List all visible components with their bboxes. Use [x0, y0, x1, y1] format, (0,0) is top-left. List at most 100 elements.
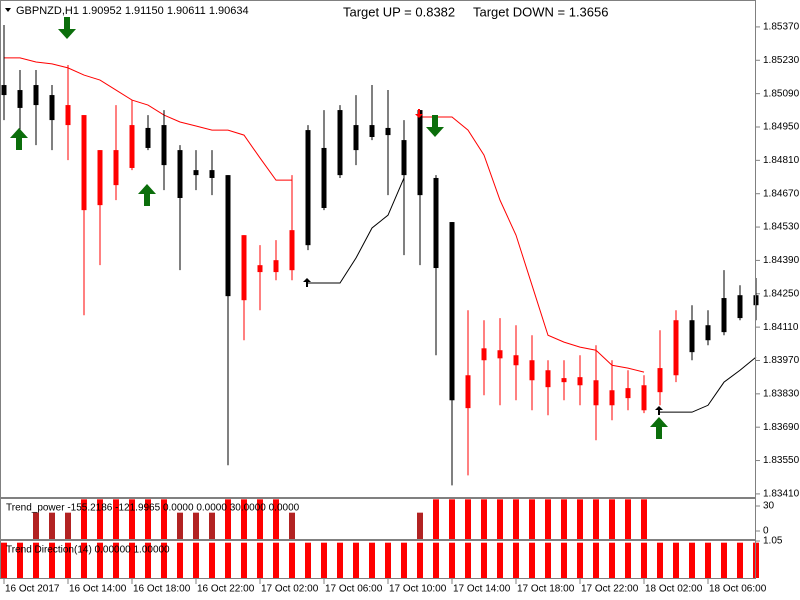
candle-body [113, 150, 119, 186]
bar [561, 499, 567, 539]
panel-frame [0, 498, 756, 540]
bar [321, 542, 327, 578]
x-tick-label: 17 Oct 02:00 [261, 584, 319, 595]
y-tick-label: 1.85230 [763, 55, 800, 66]
bar [49, 542, 55, 578]
x-tick-label: 17 Oct 10:00 [389, 584, 447, 595]
bar [113, 542, 119, 578]
signal-arrows [10, 17, 668, 439]
bar [49, 512, 55, 539]
candle-body [481, 348, 487, 361]
candle-body [289, 230, 295, 271]
bar [593, 542, 599, 578]
bar [129, 542, 135, 578]
y-tick-label: 1.84810 [763, 155, 800, 166]
y-tick-label: 1.84390 [763, 255, 800, 266]
candle-body [193, 170, 199, 176]
bar [449, 542, 455, 578]
candle-body [529, 360, 535, 381]
candle-body [561, 378, 567, 383]
indicator-line [4, 57, 645, 373]
y-tick-label: 0 [763, 526, 769, 537]
x-tick-label: 17 Oct 06:00 [325, 584, 383, 595]
bar [257, 499, 263, 539]
candle-body [129, 125, 135, 168]
candle-body [17, 90, 23, 108]
chart-title: GBPNZD,H1 1.90952 1.91150 1.90611 1.9063… [16, 5, 249, 17]
candle-body [353, 125, 359, 151]
bar [401, 542, 407, 578]
bar [289, 512, 295, 539]
bar [193, 512, 199, 539]
bar [593, 499, 599, 539]
candle-body [305, 130, 311, 246]
candle-body [33, 85, 39, 106]
bar [145, 542, 151, 578]
candle-body [81, 115, 87, 211]
small-up-arrow [655, 406, 663, 415]
down-arrow [58, 17, 76, 39]
bar [529, 499, 535, 539]
bar [689, 542, 695, 578]
bar [545, 499, 551, 539]
annotation: Target UP = 0.8382 [343, 4, 455, 19]
bar [209, 542, 215, 578]
bar [33, 542, 39, 578]
bar [545, 542, 551, 578]
candle-body [449, 222, 455, 401]
candle-body [49, 95, 55, 121]
small-arrows [303, 109, 663, 415]
candle-body [657, 368, 663, 393]
bar [225, 499, 231, 539]
candle-body [161, 125, 167, 166]
candle-body [625, 388, 631, 399]
candle-body [321, 147, 327, 208]
x-tick-label: 17 Oct 18:00 [517, 584, 575, 595]
bar [65, 512, 71, 539]
candle-body [689, 320, 695, 353]
candle-body [465, 375, 471, 409]
bar [481, 499, 487, 539]
panel-title: Trend_power -155.2186 -121.9965 0.0000 0… [6, 503, 300, 514]
small-up-arrow [303, 278, 311, 287]
bar [577, 499, 583, 539]
bar [625, 499, 631, 539]
small-down-arrow [415, 109, 423, 118]
menu-triangle [5, 8, 11, 12]
up-arrow [138, 184, 156, 206]
candle-body [145, 127, 151, 148]
bar [33, 512, 39, 539]
y-tick-label: 1.85090 [763, 88, 800, 99]
bar [273, 542, 279, 578]
candle-body [401, 140, 407, 176]
candle-body [513, 355, 519, 366]
x-tick-label: 17 Oct 22:00 [581, 584, 639, 595]
bar [209, 512, 215, 539]
candle-body [609, 390, 615, 406]
candle-body [337, 110, 343, 176]
y-tick-label: 1.85370 [763, 22, 800, 33]
y-tick-label: 1.83550 [763, 455, 800, 466]
bar [721, 542, 727, 578]
bar [417, 542, 423, 578]
candle-body [225, 175, 231, 297]
bar [465, 499, 471, 539]
annotation: Target DOWN = 1.3656 [473, 4, 608, 19]
bar [641, 542, 647, 578]
candle-body [737, 295, 743, 319]
panel-frame [0, 0, 756, 498]
bar [305, 542, 311, 578]
bar [17, 542, 23, 578]
candle-body [721, 298, 727, 333]
x-tick-label: 16 Oct 14:00 [69, 584, 127, 595]
candle-body [705, 325, 711, 341]
bar [113, 499, 119, 539]
x-tick-label: 16 Oct 2017 [5, 584, 60, 595]
bar [449, 499, 455, 539]
bar [177, 512, 183, 539]
bar [257, 542, 263, 578]
candle-body [417, 110, 423, 196]
bar [433, 542, 439, 578]
